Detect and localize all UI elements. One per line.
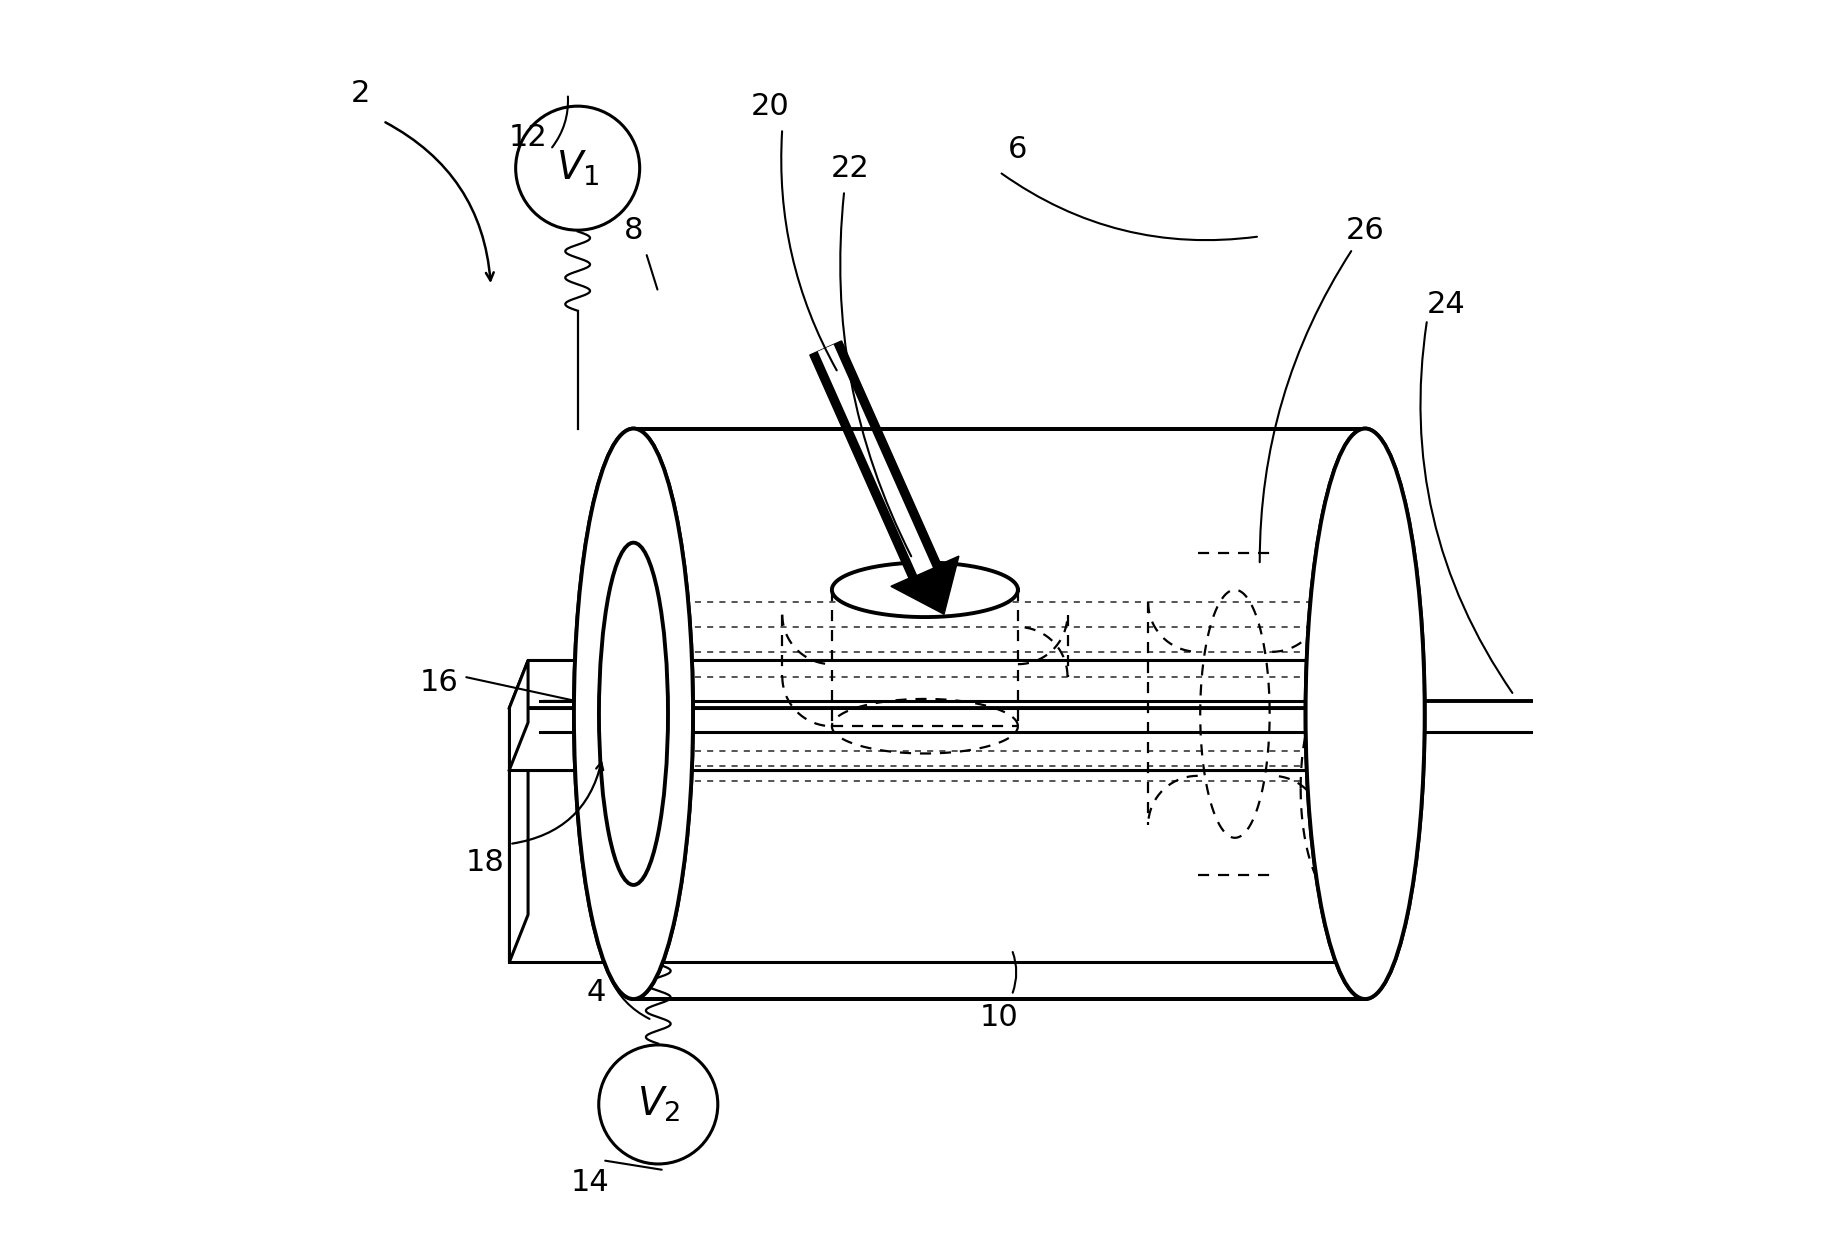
Polygon shape [509,722,527,962]
Polygon shape [509,707,1371,770]
Polygon shape [832,563,1018,617]
Text: 6: 6 [1007,135,1027,164]
Text: 16: 16 [420,668,458,697]
Text: $V_2$: $V_2$ [637,1085,681,1124]
Text: 22: 22 [830,154,871,183]
Text: 4: 4 [586,978,606,1007]
Text: 12: 12 [509,123,548,152]
Ellipse shape [599,543,668,885]
Polygon shape [509,661,1391,707]
Circle shape [599,1045,717,1164]
FancyArrowPatch shape [513,762,604,844]
Text: 24: 24 [1427,290,1465,319]
Polygon shape [818,345,933,574]
Text: 10: 10 [980,1003,1018,1032]
Circle shape [516,107,641,231]
Polygon shape [810,341,940,578]
Text: 18: 18 [465,848,504,877]
FancyArrowPatch shape [385,123,495,281]
Polygon shape [509,770,1371,962]
Ellipse shape [573,429,694,999]
Ellipse shape [599,543,668,885]
Polygon shape [509,661,527,770]
Ellipse shape [573,429,694,999]
Text: $V_1$: $V_1$ [557,148,599,188]
Polygon shape [891,556,958,614]
Ellipse shape [1305,429,1425,999]
Polygon shape [633,429,1365,999]
Text: 14: 14 [571,1167,610,1198]
Text: 8: 8 [624,216,642,245]
Text: 20: 20 [750,92,788,120]
Polygon shape [509,722,1391,770]
Text: 26: 26 [1345,216,1385,245]
Text: 2: 2 [350,79,370,108]
Ellipse shape [1305,429,1425,999]
